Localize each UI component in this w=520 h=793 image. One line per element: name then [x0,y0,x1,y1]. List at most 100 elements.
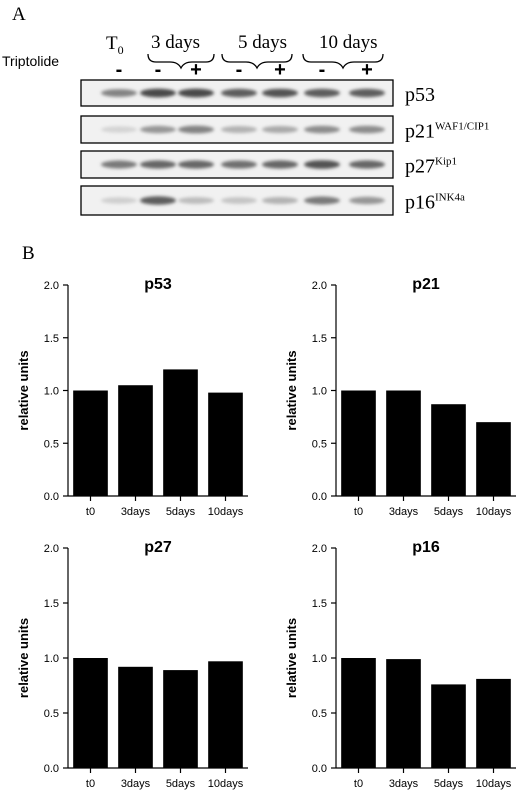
blot-band [262,160,298,169]
blot-label: p16INK4a [405,192,465,214]
blot-band [101,89,137,97]
bar-3days [386,390,421,496]
blot-band [304,160,340,169]
x-tick-label: 5days [434,506,464,518]
x-tick-label: t0 [86,778,95,790]
blot-band [349,125,385,134]
y-tick-label: 0.0 [312,491,327,503]
blot-p53: p53 [80,79,435,107]
x-tick-label: 3days [389,506,419,518]
lane-signs: - - + - + - + [116,59,373,81]
group-label-10days: 10 days [319,32,378,53]
y-tick-label: 1.0 [312,653,327,665]
lane-sign: - [236,59,243,81]
blot-band [221,126,257,133]
blot-band [349,160,385,169]
group-label-3days: 3 days [151,32,200,53]
panel-b-label: B [22,243,35,264]
y-tick-label: 1.5 [44,333,59,345]
blot-label: p27Kip1 [405,156,457,178]
lane-sign: + [361,59,373,81]
blot-band [304,125,340,134]
y-tick-label: 2.0 [44,543,59,555]
y-tick-label: 0.0 [44,491,59,503]
western-blots: p53 p21WAF1/CIP1 p27Kip1 p16INK4a [80,79,489,216]
y-tick-label: 0.0 [312,763,327,775]
blot-band [262,88,298,98]
blot-p27: p27Kip1 [80,150,457,179]
y-tick-label: 1.5 [312,598,327,610]
lane-sign: - [116,59,123,81]
x-tick-label: 10days [208,506,244,518]
y-tick-label: 1.0 [44,386,59,398]
bar-10days [208,392,243,496]
bar-5days [431,404,466,496]
chart-p27: p27 0.0 0.5 1.0 1.5 2.0 relative units t0 3days 5… [16,539,248,790]
blot-band [140,125,176,134]
bar-3days [118,666,153,768]
bar-t0 [341,390,376,496]
bar-t0 [341,658,376,768]
blot-label: p21WAF1/CIP1 [405,121,489,143]
blot-band [140,196,176,205]
blot-label: p53 [405,84,435,106]
x-tick-label: 5days [434,778,464,790]
bar-3days [118,385,153,496]
group-label-5days: 5 days [238,32,287,53]
bar-10days [476,422,511,496]
t0-label: T [106,33,118,54]
blot-band [221,160,257,169]
y-axis-label: relative units [16,350,31,430]
y-tick-label: 2.0 [312,280,327,292]
blot-band [304,88,340,98]
y-tick-label: 2.0 [312,543,327,555]
chart-title: p27 [144,539,172,556]
blot-band [178,160,214,169]
blot-band [262,125,298,134]
bar-10days [208,661,243,768]
bar-3days [386,659,421,768]
lane-sign: + [190,59,202,81]
lane-sign: + [274,59,286,81]
chart-p21: p21 0.0 0.5 1.0 1.5 2.0 relative units t0 3days 5… [284,276,516,518]
bar-t0 [73,658,108,768]
y-axis-label: relative units [284,350,299,430]
bar-5days [163,369,198,496]
bar-charts: p53 0.0 0.5 1.0 1.5 2.0 relative units t0 3days 5… [16,276,516,790]
y-tick-label: 1.5 [44,598,59,610]
x-tick-label: t0 [354,778,363,790]
y-axis-label: relative units [16,618,31,698]
blot-band [178,88,214,98]
chart-title: p53 [144,276,172,293]
x-tick-label: 10days [208,778,244,790]
blot-band [178,197,214,204]
x-tick-label: t0 [86,506,95,518]
bar-10days [476,678,511,768]
brace-3days [147,53,215,70]
blot-band [221,88,257,98]
y-tick-label: 1.5 [312,333,327,345]
x-tick-label: 5days [166,506,196,518]
blot-band [221,197,257,204]
y-tick-label: 0.5 [312,438,327,450]
bar-5days [431,684,466,768]
chart-title: p16 [412,539,440,556]
chart-p16: p16 0.0 0.5 1.0 1.5 2.0 relative units t0 3days 5… [284,539,516,790]
blot-p21: p21WAF1/CIP1 [80,115,489,144]
blot-band [140,88,176,98]
x-tick-label: 5days [166,778,196,790]
x-tick-label: 10days [476,778,512,790]
blot-band [101,197,137,204]
y-tick-label: 0.0 [44,763,59,775]
bar-t0 [73,390,108,496]
x-tick-label: 3days [121,506,151,518]
blot-band [262,197,298,204]
blot-band [349,196,385,205]
brace-5days [221,53,293,70]
x-tick-label: 10days [476,506,512,518]
y-tick-label: 0.5 [44,708,59,720]
x-tick-label: 3days [389,778,419,790]
blot-band [140,160,176,169]
panel-a-label: A [12,4,26,25]
